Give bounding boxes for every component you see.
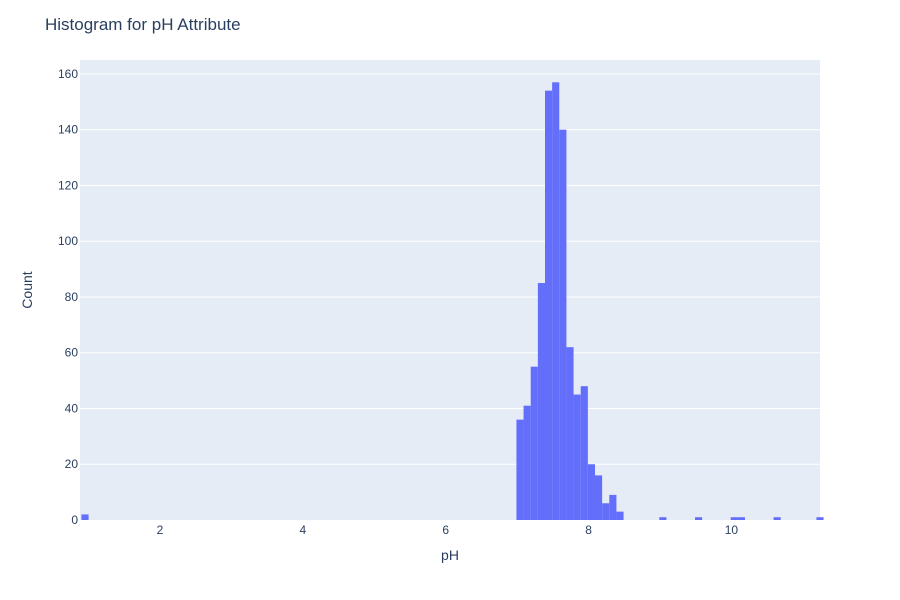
histogram-bar <box>545 90 553 521</box>
plot-area <box>80 60 820 520</box>
histogram-bar <box>773 517 781 520</box>
histogram-bar <box>737 517 745 520</box>
chart-title: Histogram for pH Attribute <box>45 15 241 34</box>
histogram-bar <box>695 517 703 520</box>
y-tick-label: 120 <box>58 178 78 192</box>
y-tick-label: 160 <box>58 67 78 81</box>
y-tick-labels: 0 20 40 60 80 100 120 140 160 <box>58 67 78 527</box>
histogram-bar <box>530 366 538 520</box>
histogram-bar <box>566 347 574 520</box>
histogram-bar <box>595 475 603 520</box>
histogram-bar <box>573 394 581 520</box>
histogram-bar <box>659 517 667 520</box>
histogram-bar <box>616 511 624 520</box>
histogram-bar <box>523 405 531 520</box>
histogram-bar <box>516 419 524 520</box>
x-tick-label: 10 <box>725 523 739 537</box>
y-axis-title: Count <box>19 271 35 308</box>
histogram-bar <box>559 129 567 521</box>
histogram-bar <box>587 464 595 520</box>
grid-lines <box>80 73 820 465</box>
x-tick-labels: 2 4 6 8 10 <box>157 523 739 537</box>
x-tick-label: 6 <box>442 523 449 537</box>
histogram-bar <box>602 503 610 520</box>
y-tick-label: 0 <box>71 513 78 527</box>
bars <box>81 82 824 521</box>
histogram-bar <box>81 514 89 520</box>
histogram-bar <box>552 82 560 520</box>
y-tick-label: 20 <box>65 457 79 471</box>
y-tick-label: 80 <box>65 290 79 304</box>
histogram-bar <box>537 283 545 520</box>
x-tick-label: 2 <box>157 523 164 537</box>
y-tick-label: 100 <box>58 234 78 248</box>
x-axis-title: pH <box>441 547 459 563</box>
histogram-bar <box>816 517 824 520</box>
y-tick-label: 40 <box>65 401 79 415</box>
x-tick-label: 8 <box>585 523 592 537</box>
y-tick-label: 60 <box>65 346 79 360</box>
histogram-bar <box>580 386 588 520</box>
histogram-bar <box>609 494 617 520</box>
y-tick-label: 140 <box>58 123 78 137</box>
histogram-bar <box>730 517 738 520</box>
x-tick-label: 4 <box>300 523 307 537</box>
